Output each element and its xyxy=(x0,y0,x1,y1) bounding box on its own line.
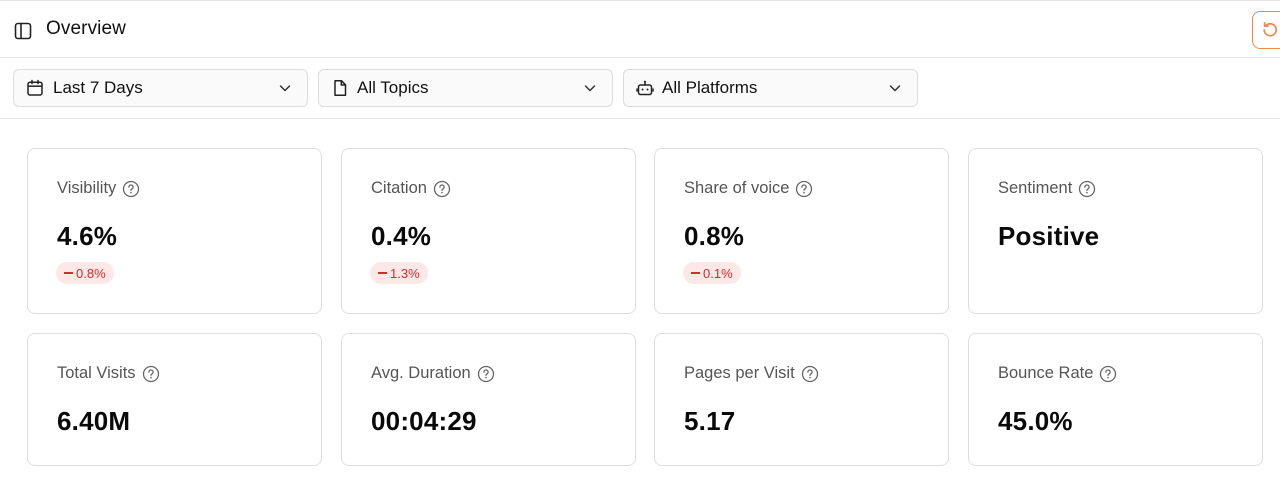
metric-value: 0.8% xyxy=(684,221,745,251)
sidebar-panel-icon xyxy=(14,22,32,40)
metric-title: Sentiment xyxy=(998,179,1096,198)
platform-select[interactable]: All Platforms xyxy=(623,69,918,107)
metric-title-text: Total Visits xyxy=(57,364,136,382)
page-title: Overview xyxy=(46,18,126,39)
filter-bar: Last 7 Days All Topics xyxy=(0,58,1280,119)
metric-delta-badge: 1.3% xyxy=(370,262,428,284)
metric-title-text: Pages per Visit xyxy=(684,364,795,382)
metric-title-text: Avg. Duration xyxy=(371,364,471,382)
metric-value: 0.4% xyxy=(371,221,432,251)
metric-card-pages-per-visit: Pages per Visit 5.17 xyxy=(654,333,949,466)
help-icon[interactable] xyxy=(801,365,819,383)
metric-title: Citation xyxy=(371,179,451,198)
metric-title: Pages per Visit xyxy=(684,364,819,383)
metric-value: 4.6% xyxy=(57,221,118,251)
metric-value: 5.17 xyxy=(684,406,736,436)
help-icon[interactable] xyxy=(477,365,495,383)
refresh-icon xyxy=(1263,21,1278,37)
date-range-select[interactable]: Last 7 Days xyxy=(13,69,308,107)
help-icon[interactable] xyxy=(142,365,160,383)
metric-delta-badge: 0.8% xyxy=(56,262,114,284)
date-range-label: Last 7 Days xyxy=(53,78,143,97)
metric-title: Share of voice xyxy=(684,179,813,198)
chevron-down-icon xyxy=(582,80,598,96)
metric-value: 45.0% xyxy=(998,406,1073,436)
metric-title-text: Visibility xyxy=(57,179,117,197)
chevron-down-icon xyxy=(887,80,903,96)
topic-select[interactable]: All Topics xyxy=(318,69,613,107)
help-icon[interactable] xyxy=(1099,365,1117,383)
metric-value: 00:04:29 xyxy=(371,406,477,436)
help-icon[interactable] xyxy=(433,180,451,198)
metric-card-citation: Citation 0.4% 1.3% xyxy=(341,148,636,314)
metric-delta-badge: 0.1% xyxy=(683,262,741,284)
metric-title-text: Sentiment xyxy=(998,179,1073,197)
metric-delta-text: 1.3% xyxy=(390,265,420,281)
metric-title: Avg. Duration xyxy=(371,364,495,383)
metric-card-sentiment: Sentiment Positive xyxy=(968,148,1263,314)
metric-title-text: Citation xyxy=(371,179,427,197)
metric-delta-text: 0.8% xyxy=(76,265,106,281)
help-icon[interactable] xyxy=(795,180,813,198)
metric-title: Visibility xyxy=(57,179,140,198)
metric-card-total-visits: Total Visits 6.40M xyxy=(27,333,322,466)
metric-card-avg-duration: Avg. Duration 00:04:29 xyxy=(341,333,636,466)
metric-title: Bounce Rate xyxy=(998,364,1117,383)
chevron-down-icon xyxy=(277,80,293,96)
metric-card-bounce-rate: Bounce Rate 45.0% xyxy=(968,333,1263,466)
minus-icon xyxy=(691,272,700,274)
top-bar: Overview xyxy=(0,0,1280,58)
help-icon[interactable] xyxy=(1078,180,1096,198)
bot-icon xyxy=(635,78,655,98)
sidebar-toggle-button[interactable] xyxy=(12,20,34,42)
platform-label: All Platforms xyxy=(662,78,758,97)
metric-value: Positive xyxy=(998,221,1100,251)
minus-icon xyxy=(64,272,73,274)
metric-card-share-of-voice: Share of voice 0.8% 0.1% xyxy=(654,148,949,314)
metric-delta-text: 0.1% xyxy=(703,265,733,281)
minus-icon xyxy=(378,272,387,274)
metric-value: 6.40M xyxy=(57,406,131,436)
calendar-icon xyxy=(25,78,45,98)
metric-title-text: Share of voice xyxy=(684,179,790,197)
refresh-button[interactable] xyxy=(1252,11,1280,49)
help-icon[interactable] xyxy=(122,180,140,198)
document-icon xyxy=(330,78,350,98)
metric-title-text: Bounce Rate xyxy=(998,364,1094,382)
topic-label: All Topics xyxy=(357,78,429,97)
metric-title: Total Visits xyxy=(57,364,160,383)
metric-card-visibility: Visibility 4.6% 0.8% xyxy=(27,148,322,314)
